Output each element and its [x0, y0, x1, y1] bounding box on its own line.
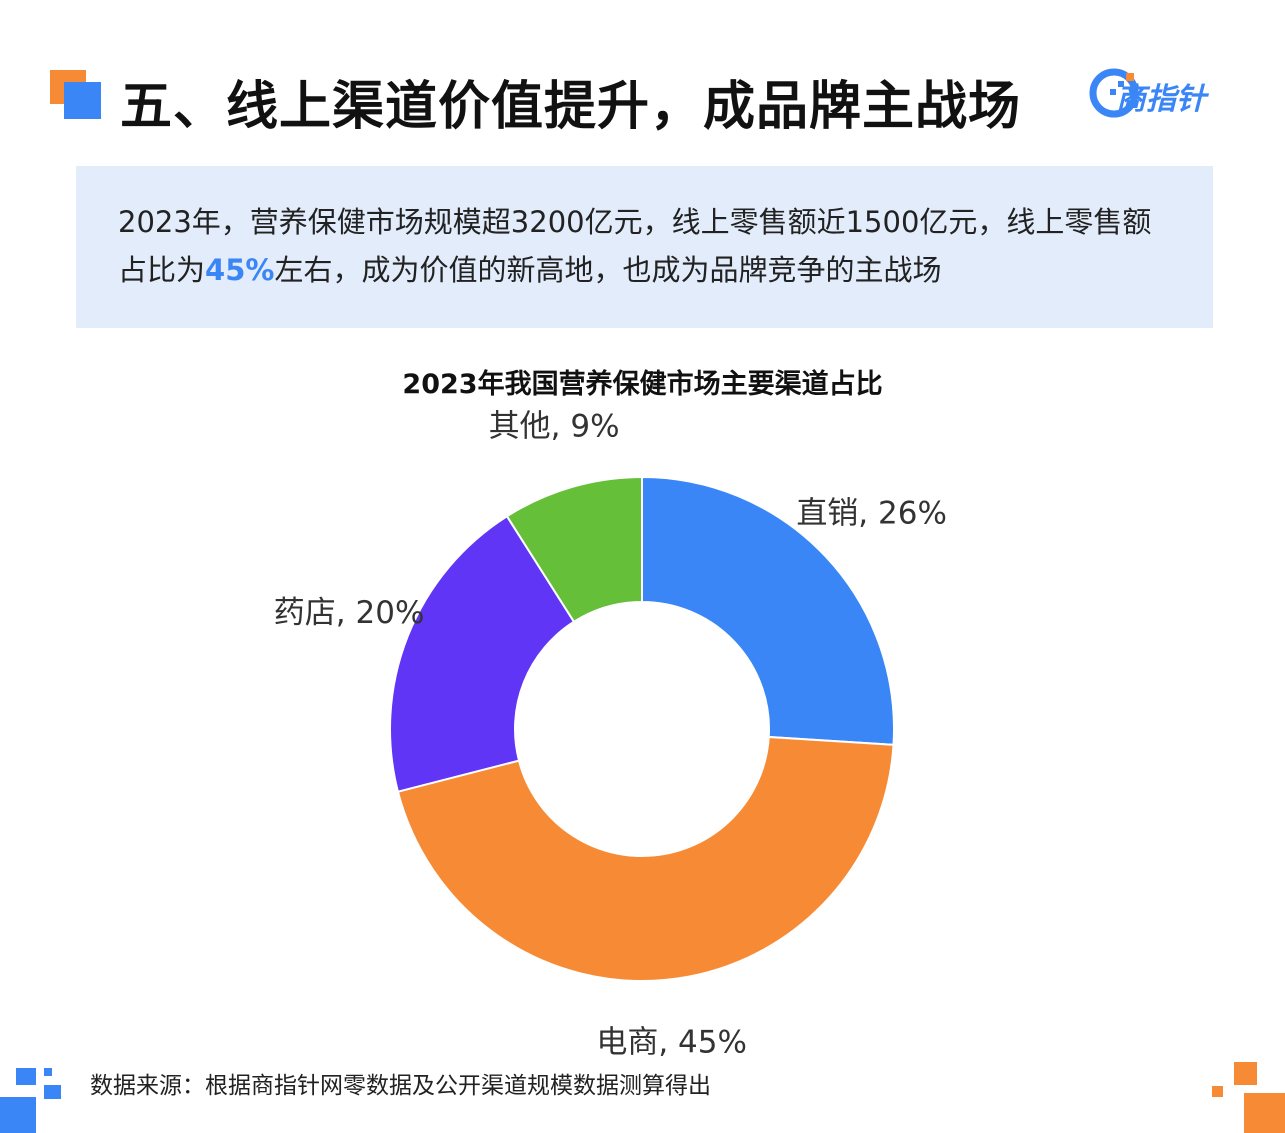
chart-title: 2023年我国营养保健市场主要渠道占比	[402, 369, 883, 400]
slice-药店	[389, 514, 576, 793]
footer-decoration-square	[44, 1085, 61, 1099]
slice-label-电商: 电商, 45%	[596, 1025, 747, 1061]
page-title: 五、线上渠道价值提升，成品牌主战场	[120, 77, 1022, 137]
brand-logo-text: 商指针	[1116, 82, 1206, 117]
slice-直销	[641, 475, 895, 746]
footer-decoration-square	[0, 1097, 36, 1133]
slice-其他	[505, 475, 643, 624]
corner-decoration-square	[1244, 1093, 1285, 1133]
brand-logo-icon	[1089, 68, 1139, 118]
slice-label-其他: 其他, 9%	[489, 409, 620, 445]
summary-line-1: 2023年，营养保健市场规模超3200亿元，线上零售额近1500亿元，线上零售额	[118, 205, 1152, 239]
summary-line-2-suffix: 左右，成为价值的新高地，也成为品牌竞争的主战场	[274, 253, 942, 287]
slice-label-直销: 直销, 26%	[796, 495, 947, 531]
corner-decoration-square	[1212, 1086, 1223, 1097]
title-decoration-blue-square	[64, 82, 101, 119]
summary-highlight-value: 45%	[205, 253, 275, 287]
footer-decoration-square	[16, 1068, 36, 1085]
footer-decoration-square	[44, 1068, 52, 1076]
slice-label-药店: 药店, 20%	[274, 595, 425, 631]
corner-decoration-square	[1234, 1062, 1257, 1085]
data-source-note: 数据来源：根据商指针网零数据及公开渠道规模数据测算得出	[90, 1073, 711, 1099]
summary-text: 2023年，营养保健市场规模超3200亿元，线上零售额近1500亿元，线上零售额…	[118, 198, 1183, 294]
summary-line-2-prefix: 占比为	[118, 253, 206, 287]
summary-box: 2023年，营养保健市场规模超3200亿元，线上零售额近1500亿元，线上零售额…	[76, 166, 1213, 328]
slice-电商	[396, 735, 895, 982]
